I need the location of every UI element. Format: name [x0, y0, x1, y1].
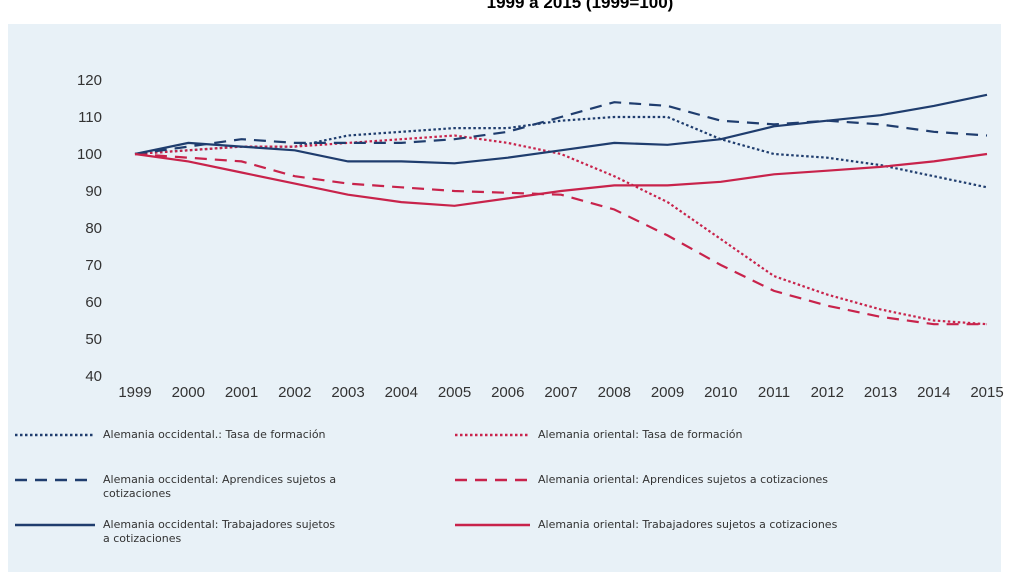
x-tick-label: 2006 — [491, 384, 524, 401]
x-tick-label: 2012 — [811, 384, 844, 401]
x-tick-label: 2010 — [704, 384, 737, 401]
x-tick-label: 2008 — [598, 384, 631, 401]
x-tick-label: 2001 — [225, 384, 258, 401]
y-tick-label: 40 — [85, 368, 102, 385]
chart-title: 1999 a 2015 (1999=100) — [487, 0, 674, 12]
legend-label: Alemania occidental: Trabajadores sujeto… — [103, 518, 336, 545]
x-tick-label: 2009 — [651, 384, 684, 401]
legend-label: Alemania oriental: Aprendices sujetos a … — [538, 473, 829, 486]
x-tick-label: 2002 — [278, 384, 311, 401]
series-line — [134, 134, 988, 326]
series-line — [134, 101, 988, 156]
y-tick-label: 120 — [77, 72, 102, 89]
x-tick-label: 2014 — [917, 384, 950, 401]
x-tick-label: 2015 — [970, 384, 1003, 401]
y-tick-label: 100 — [77, 146, 102, 163]
y-tick-label: 70 — [85, 257, 102, 274]
x-tick-label: 2000 — [172, 384, 205, 401]
x-tick-label: 2013 — [864, 384, 897, 401]
y-tick-label: 60 — [85, 294, 102, 311]
x-tick-label: 1999 — [118, 384, 151, 401]
legend-label: Alemania oriental: Trabajadores sujetos … — [538, 518, 838, 531]
y-tick-label: 90 — [85, 183, 102, 200]
series-line — [134, 152, 987, 326]
series-line — [134, 152, 988, 207]
x-tick-label: 2003 — [331, 384, 364, 401]
legend-label: Alemania oriental: Tasa de formación — [538, 428, 743, 441]
series-line — [134, 93, 988, 165]
legend-label: Alemania occidental: Aprendices sujetos … — [103, 473, 337, 500]
x-tick-label: 2005 — [438, 384, 471, 401]
y-tick-label: 80 — [85, 220, 102, 237]
legend-label: Alemania occidental.: Tasa de formación — [103, 428, 326, 441]
x-tick-label: 2004 — [385, 384, 418, 401]
y-tick-label: 50 — [85, 331, 102, 348]
y-tick-label: 110 — [78, 109, 102, 126]
x-tick-label: 2011 — [758, 384, 790, 401]
x-tick-label: 2007 — [544, 384, 577, 401]
